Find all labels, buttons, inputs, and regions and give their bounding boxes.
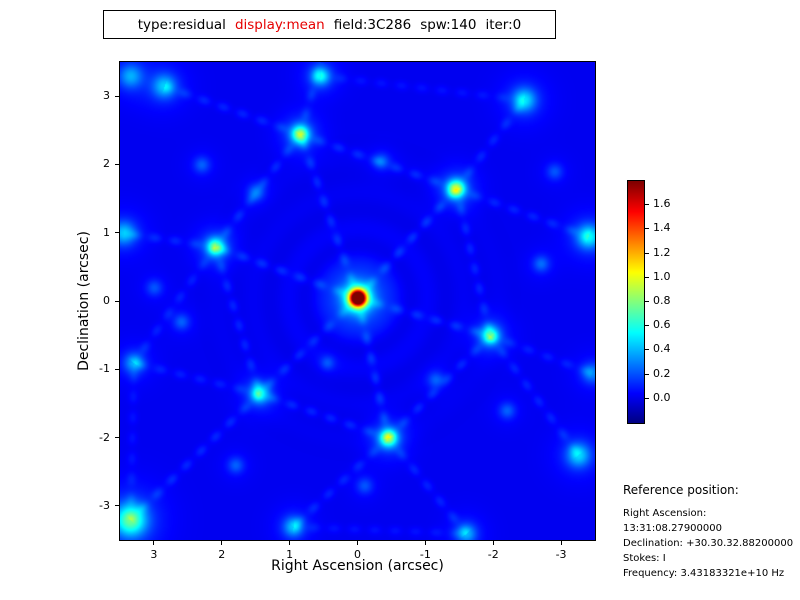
- x-tick-label: 1: [286, 548, 294, 561]
- colorbar-tick-mark: [645, 349, 649, 351]
- x-tick-mark: [492, 541, 494, 545]
- y-tick-label: 3: [103, 89, 110, 103]
- colorbar-tick-mark: [645, 252, 649, 254]
- y-tick-label: -2: [99, 430, 110, 444]
- x-axis-label: Right Ascension (arcsec): [271, 558, 444, 574]
- colorbar-tick-label: 1.0: [653, 269, 671, 283]
- plot-area: [119, 61, 596, 541]
- title-part: iter:0: [485, 16, 522, 33]
- y-tick-mark: [115, 437, 119, 439]
- x-tick-mark: [357, 541, 358, 545]
- title-part: display:mean: [234, 16, 325, 33]
- y-tick-mark: [115, 368, 119, 370]
- colorbar-tick-label: 0.2: [653, 366, 671, 380]
- colorbar-tick-mark: [645, 276, 649, 278]
- y-tick-mark: [115, 505, 119, 507]
- x-tick-mark: [221, 541, 223, 545]
- colorbar-tick-label: 0.0: [653, 390, 671, 404]
- y-tick-label: 2: [103, 157, 110, 171]
- title-part: spw:140: [420, 16, 477, 33]
- colorbar-tick-label: 0.6: [653, 318, 671, 332]
- colorbar: [627, 180, 645, 424]
- title-part: type:residual: [137, 16, 226, 33]
- reference-declination: Declination: +30.30.32.88200000: [623, 538, 794, 549]
- x-tick-label: -3: [555, 548, 567, 561]
- colorbar-canvas: [628, 181, 644, 423]
- heatmap-canvas: [120, 62, 595, 540]
- x-tick-mark: [289, 541, 291, 545]
- colorbar-tick-label: 0.8: [653, 294, 671, 307]
- reference-heading: Reference position:: [623, 483, 739, 497]
- plot-title-box: type:residual display:mean field:3C286 spw:…: [103, 10, 556, 39]
- y-tick-mark: [115, 232, 119, 234]
- x-tick-label: 0: [354, 548, 361, 561]
- y-tick-mark: [115, 163, 119, 165]
- y-tick-label: 1: [103, 225, 110, 239]
- y-tick-mark: [115, 300, 119, 302]
- colorbar-tick-mark: [645, 397, 649, 399]
- x-tick-label: -1: [419, 548, 431, 561]
- x-tick-mark: [424, 541, 426, 545]
- colorbar-tick-label: 1.6: [653, 197, 671, 211]
- y-tick-label: -3: [99, 498, 110, 512]
- x-tick-label: 2: [218, 548, 226, 561]
- colorbar-tick-mark: [645, 228, 649, 230]
- reference-stokes: Stokes: I: [623, 553, 666, 564]
- y-tick-mark: [115, 95, 119, 97]
- reference-position-block: Reference position: Right Ascension: 13:…: [623, 483, 800, 581]
- y-tick-label: 0: [103, 294, 110, 307]
- colorbar-tick-mark: [645, 301, 649, 302]
- x-tick-mark: [153, 541, 155, 545]
- y-tick-label: -1: [99, 362, 110, 376]
- colorbar-tick-label: 1.2: [653, 245, 671, 259]
- colorbar-tick-mark: [645, 373, 649, 375]
- title-part: field:3C286: [333, 16, 412, 33]
- reference-frequency: Frequency: 3.43183321e+10 Hz: [623, 568, 785, 579]
- x-tick-mark: [560, 541, 562, 545]
- colorbar-tick-mark: [645, 325, 649, 327]
- colorbar-tick-label: 1.4: [653, 221, 671, 235]
- x-tick-label: -2: [487, 548, 499, 561]
- colorbar-tick-mark: [645, 204, 649, 206]
- reference-right-ascension: Right Ascension: 13:31:08.27900000: [623, 508, 722, 534]
- x-tick-label: 3: [150, 548, 158, 561]
- colorbar-tick-label: 0.4: [653, 342, 671, 356]
